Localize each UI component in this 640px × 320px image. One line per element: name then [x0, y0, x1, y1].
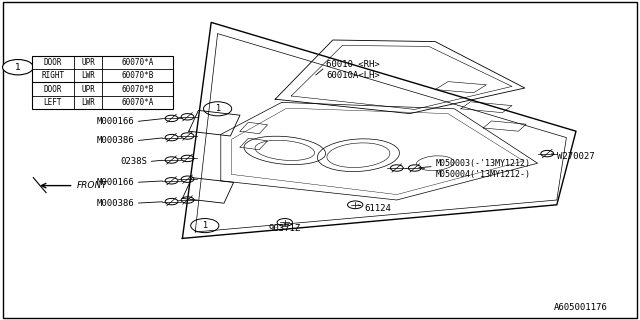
Text: 60070*A: 60070*A [122, 98, 154, 107]
Circle shape [390, 165, 403, 171]
Circle shape [165, 115, 178, 122]
Bar [32, 56, 173, 109]
Text: M000386: M000386 [97, 136, 134, 145]
Text: FRONT: FRONT [77, 181, 108, 190]
Text: 1: 1 [15, 63, 20, 72]
Text: 1: 1 [215, 104, 220, 113]
Text: 1: 1 [202, 221, 207, 230]
Text: 90371Z: 90371Z [269, 224, 301, 233]
Text: W270027: W270027 [557, 152, 595, 161]
Text: 60070*A: 60070*A [122, 58, 154, 67]
Circle shape [541, 150, 554, 157]
Text: 0238S: 0238S [120, 157, 147, 166]
Text: M000166: M000166 [97, 178, 134, 187]
Text: LWR: LWR [81, 98, 95, 107]
Circle shape [181, 176, 194, 182]
Text: 61124: 61124 [365, 204, 392, 212]
Circle shape [181, 155, 194, 162]
Circle shape [408, 165, 421, 171]
Circle shape [181, 197, 194, 203]
Text: RIGHT: RIGHT [41, 71, 65, 80]
Circle shape [165, 134, 178, 141]
Text: M050004('13MY1212-): M050004('13MY1212-) [435, 170, 530, 179]
Text: M000386: M000386 [97, 199, 134, 208]
Text: 60010 <RH>: 60010 <RH> [326, 60, 380, 68]
Circle shape [181, 133, 194, 139]
Circle shape [3, 60, 33, 75]
Circle shape [204, 102, 232, 116]
Text: M000166: M000166 [97, 117, 134, 126]
Text: A605001176: A605001176 [554, 303, 608, 312]
Text: UPR: UPR [81, 84, 95, 93]
Circle shape [181, 114, 194, 120]
Text: M050003(-'13MY1212): M050003(-'13MY1212) [435, 159, 530, 168]
Text: LWR: LWR [81, 71, 95, 80]
Circle shape [348, 201, 363, 209]
Circle shape [165, 198, 178, 205]
Circle shape [165, 178, 178, 184]
Circle shape [277, 219, 292, 226]
Text: 60010A<LH>: 60010A<LH> [326, 71, 380, 80]
Text: 60070*B: 60070*B [122, 84, 154, 93]
Circle shape [191, 219, 219, 233]
Text: UPR: UPR [81, 58, 95, 67]
Text: DOOR: DOOR [44, 84, 62, 93]
Text: 60070*B: 60070*B [122, 71, 154, 80]
Text: LEFT: LEFT [44, 98, 62, 107]
Circle shape [165, 157, 178, 163]
Text: DOOR: DOOR [44, 58, 62, 67]
